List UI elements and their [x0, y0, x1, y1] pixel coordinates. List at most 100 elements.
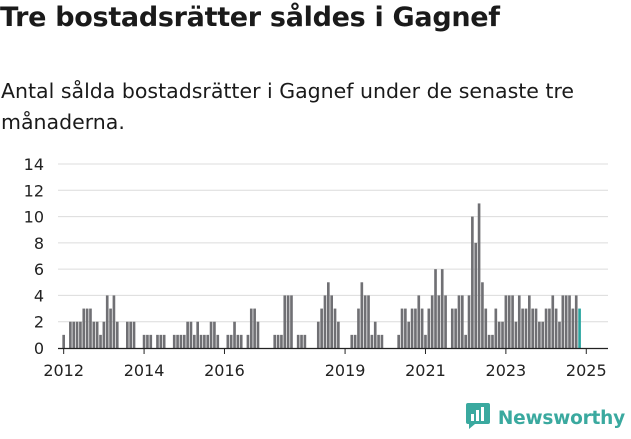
bar [367, 295, 370, 348]
bar [109, 308, 112, 348]
bar [79, 321, 82, 348]
bar [213, 321, 216, 348]
bar [397, 334, 400, 348]
last-value-annotation: 3 [582, 0, 593, 5]
bar [82, 308, 86, 348]
bar [571, 308, 575, 348]
bar [99, 334, 102, 348]
bar [286, 295, 290, 348]
page-subtitle: Antal sålda bostadsrätter i Gagnef under… [1, 79, 575, 134]
bar [564, 295, 568, 348]
bar [497, 321, 501, 348]
bar [484, 308, 488, 348]
x-tick-label: 2025 [566, 361, 607, 380]
bar [249, 308, 253, 348]
bar [283, 295, 287, 348]
bar [434, 269, 437, 348]
bar [444, 295, 447, 348]
bar [561, 295, 565, 348]
bar [454, 308, 457, 348]
bar [196, 321, 199, 348]
bar [176, 334, 179, 348]
bar [102, 321, 106, 348]
bar [514, 321, 518, 348]
bar [189, 321, 193, 348]
bar [246, 334, 250, 348]
bar [236, 334, 240, 348]
bar [528, 295, 531, 348]
bar [538, 321, 541, 348]
x-axis-ticks: 2012 2014 2016 2019 2021 2023 2025 [43, 348, 607, 380]
page-title: Tre bostadsrätter såldes i Gagnef [0, 2, 500, 33]
bar [357, 308, 360, 348]
bar [504, 295, 508, 348]
bar [404, 308, 407, 348]
bar [186, 321, 189, 348]
bar [511, 295, 514, 348]
bar [72, 321, 76, 348]
bar [541, 321, 545, 348]
bar [112, 295, 116, 348]
bar-highlight [578, 308, 581, 348]
bar [193, 334, 196, 348]
x-tick-label: 2019 [325, 361, 366, 380]
bar [487, 334, 491, 348]
bar [517, 295, 521, 348]
bar [363, 295, 367, 348]
bar [146, 334, 149, 348]
bar [226, 334, 230, 348]
bar [253, 308, 256, 348]
bar [467, 295, 471, 348]
bar [414, 308, 417, 348]
bar [544, 308, 548, 348]
bar [524, 308, 528, 348]
x-tick-label: 2014 [124, 361, 165, 380]
bar [548, 308, 551, 348]
bar [62, 334, 65, 348]
brand-name: Newsworthy [497, 407, 625, 429]
bar [407, 321, 411, 348]
bar [377, 334, 380, 348]
bar [373, 321, 377, 348]
bar [75, 321, 79, 348]
y-tick-label: 2 [34, 313, 44, 332]
x-tick-label: 2023 [486, 361, 527, 380]
y-tick-label: 6 [34, 260, 44, 279]
bar [256, 321, 260, 348]
bar [179, 334, 183, 348]
bar [239, 334, 243, 348]
bar [333, 308, 337, 348]
bar [296, 334, 300, 348]
bar [521, 308, 524, 348]
bar [558, 321, 561, 348]
bar [142, 334, 146, 348]
y-axis-ticks: 0 2 4 6 8 10 12 14 [24, 155, 44, 358]
bar [531, 308, 534, 348]
bar [501, 321, 504, 348]
bar [132, 321, 136, 348]
bar [280, 334, 283, 348]
bar [420, 308, 424, 348]
bar [149, 334, 153, 348]
bar [182, 334, 186, 348]
bar [172, 334, 176, 348]
bar [440, 269, 444, 348]
bar [126, 321, 129, 348]
y-tick-label: 12 [24, 181, 44, 200]
bar [551, 295, 555, 348]
bar [430, 295, 434, 348]
newsworthy-brand: Newsworthy [465, 403, 625, 432]
bar [461, 295, 464, 348]
bar [350, 334, 354, 348]
bar [554, 308, 558, 348]
bar [199, 334, 203, 348]
bar [162, 334, 166, 348]
bar [360, 282, 364, 348]
bar [494, 308, 498, 348]
bar [481, 282, 484, 348]
bar [450, 308, 454, 348]
bar [209, 321, 213, 348]
bar [273, 334, 277, 348]
y-tick-label: 4 [34, 286, 44, 305]
